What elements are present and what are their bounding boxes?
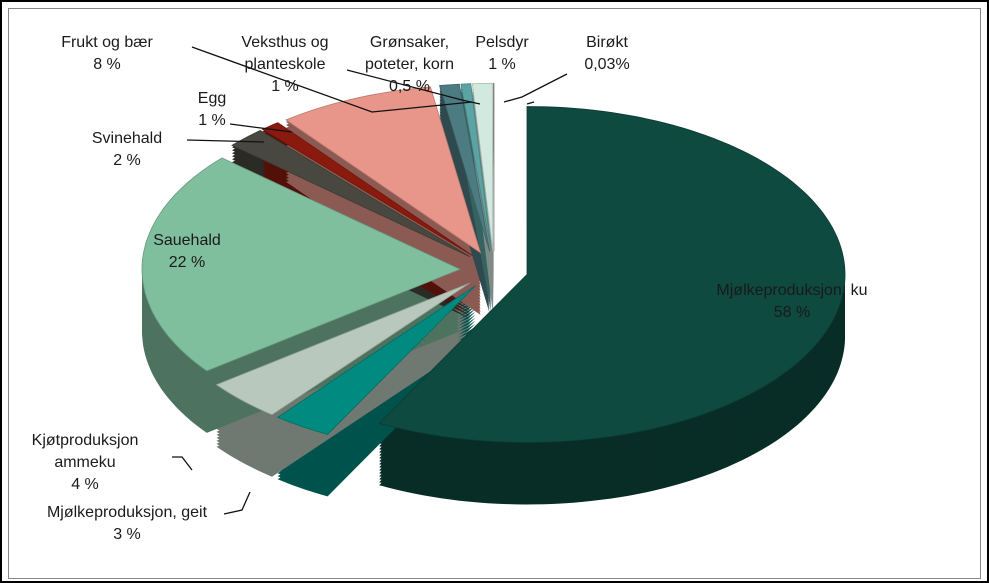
slice (261, 122, 473, 256)
leader-line (172, 456, 193, 471)
slice-label: Sauehald 22 % (112, 230, 262, 274)
leader-line (186, 139, 265, 143)
slice-label: Svinehald 2 % (72, 128, 182, 172)
category-label: Egg (197, 90, 227, 107)
slice (141, 157, 462, 372)
slice (439, 83, 491, 252)
category-label: Grønsaker, poteter, korn (365, 34, 454, 73)
slice (231, 130, 471, 258)
slice-label: Pelsdyr 1 % (457, 32, 547, 76)
value-label: 1 % (488, 56, 516, 73)
value-label: 2 % (113, 152, 141, 169)
value-label: 58 % (773, 304, 811, 321)
slice (215, 282, 470, 416)
category-label: Svinehald (91, 130, 163, 147)
slice-side (439, 113, 490, 281)
category-label: Mjølkeproduksjon, geit (46, 504, 208, 521)
value-label: 0,5 % (389, 78, 430, 95)
slices (141, 82, 846, 505)
category-label: Pelsdyr (475, 34, 529, 51)
chart-frame (8, 8, 981, 579)
slice-label: Egg 1 % (187, 88, 237, 132)
leader-line (346, 69, 481, 105)
category-label: Kjøtproduksjon ammeku (31, 432, 139, 471)
slice-label: Veksthus og planteskole 1 % (220, 32, 350, 98)
leader-line (526, 101, 535, 105)
slice (276, 285, 476, 435)
leader-line (223, 491, 251, 515)
category-label: Veksthus og planteskole (241, 34, 329, 73)
leader-line (503, 73, 568, 103)
leader-lines (172, 46, 568, 515)
value-label: 1 % (198, 112, 226, 129)
leader-line (191, 46, 473, 113)
slice (285, 86, 482, 254)
value-label: 8 % (93, 56, 121, 73)
slice (471, 82, 494, 252)
slice (492, 82, 495, 252)
slice-label: Grønsaker, poteter, korn 0,5 % (362, 32, 457, 98)
value-label: 0,03% (584, 56, 630, 73)
category-label: Sauehald (153, 232, 221, 249)
value-label: 22 % (168, 254, 206, 271)
slice-side (460, 142, 492, 311)
value-label: 3 % (113, 526, 141, 543)
slice-label: Kjøtproduksjon ammeku 4 % (10, 430, 160, 496)
category-label: Frukt og bær (61, 34, 153, 51)
slice-label: Mjølkeproduksjon, geit 3 % (22, 502, 232, 546)
slice (460, 83, 492, 252)
category-label: Birøkt (586, 34, 628, 51)
category-label: Mjølkeproduksjon, ku (716, 282, 868, 299)
value-label: 1 % (271, 78, 299, 95)
leader-line (229, 123, 293, 133)
slice (378, 106, 846, 443)
value-label: 4 % (71, 476, 99, 493)
slice-label: Birøkt 0,03% (562, 32, 652, 76)
slice-label: Frukt og bær 8 % (42, 32, 172, 76)
slice-side (460, 145, 492, 314)
slice-label: Mjølkeproduksjon, ku 58 % (692, 280, 892, 324)
